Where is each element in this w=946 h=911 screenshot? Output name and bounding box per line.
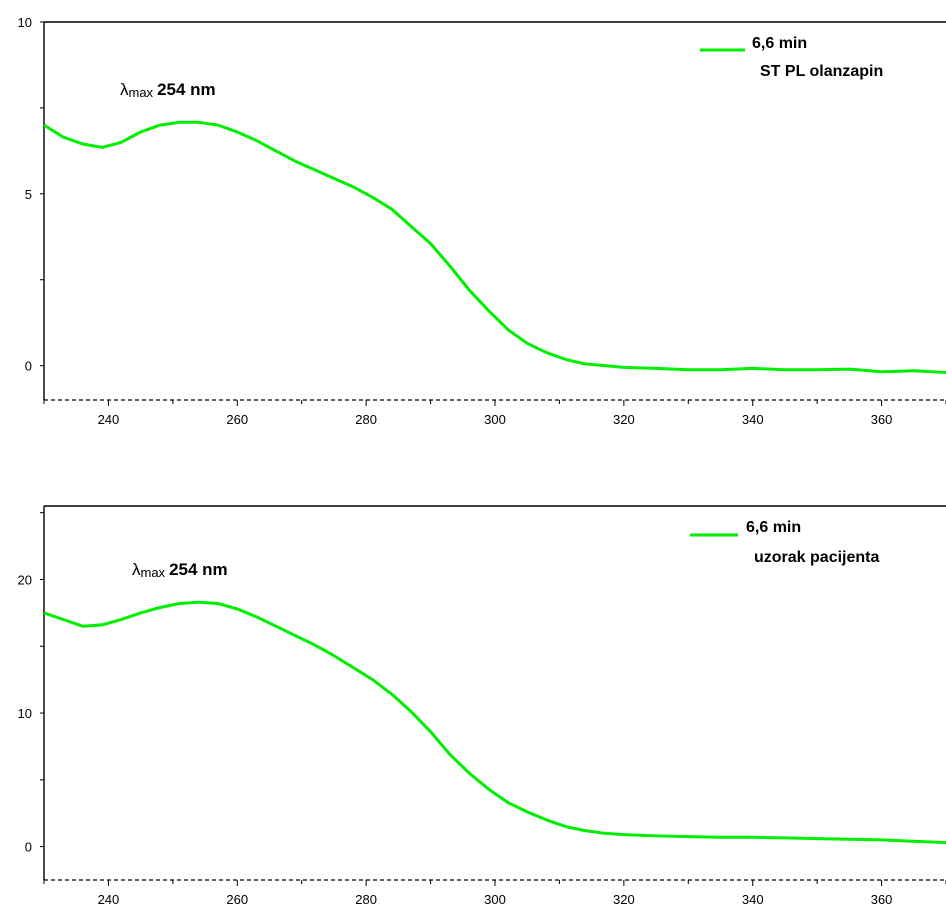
x-tick-label: 320 bbox=[613, 892, 635, 907]
x-tick-label: 340 bbox=[742, 412, 764, 427]
x-tick-label: 360 bbox=[871, 892, 893, 907]
y-tick-label: 20 bbox=[18, 572, 32, 587]
x-tick-label: 360 bbox=[871, 412, 893, 427]
lambda-max-annotation: λmax 254 nm bbox=[132, 560, 228, 580]
x-tick-label: 280 bbox=[355, 412, 377, 427]
y-tick-label: 10 bbox=[18, 706, 32, 721]
spectrum-chart-top: 240 260 280 300 320 340 360 0 5 10 6,6 min ST PL ol… bbox=[18, 15, 946, 427]
y-tick-label: 0 bbox=[25, 359, 32, 374]
x-tick-label: 260 bbox=[226, 412, 248, 427]
y-tick-label: 10 bbox=[18, 15, 32, 30]
legend-series-label: uzorak pacijenta bbox=[754, 549, 879, 566]
x-tick-label: 240 bbox=[98, 412, 120, 427]
legend-time-label: 6,6 min bbox=[746, 519, 801, 536]
x-tick-label: 240 bbox=[98, 892, 120, 907]
y-tick-label: 0 bbox=[25, 840, 32, 855]
y-tick-label: 5 bbox=[25, 187, 32, 202]
x-tick-label: 300 bbox=[484, 412, 506, 427]
x-tick-label: 260 bbox=[226, 892, 248, 907]
x-tick-label: 320 bbox=[613, 412, 635, 427]
x-tick-label: 340 bbox=[742, 892, 764, 907]
spectrum-chart-bottom: 240 260 280 300 320 340 360 0 10 20 6,6 min uzorak … bbox=[18, 505, 946, 907]
series-line bbox=[43, 120, 946, 374]
lambda-max-annotation: λmax 254 nm bbox=[120, 80, 216, 100]
legend-time-label: 6,6 min bbox=[752, 35, 807, 52]
series-line bbox=[43, 600, 946, 845]
x-tick-label: 280 bbox=[355, 892, 377, 907]
legend-series-label: ST PL olanzapin bbox=[760, 63, 883, 80]
x-tick-label: 300 bbox=[484, 892, 506, 907]
